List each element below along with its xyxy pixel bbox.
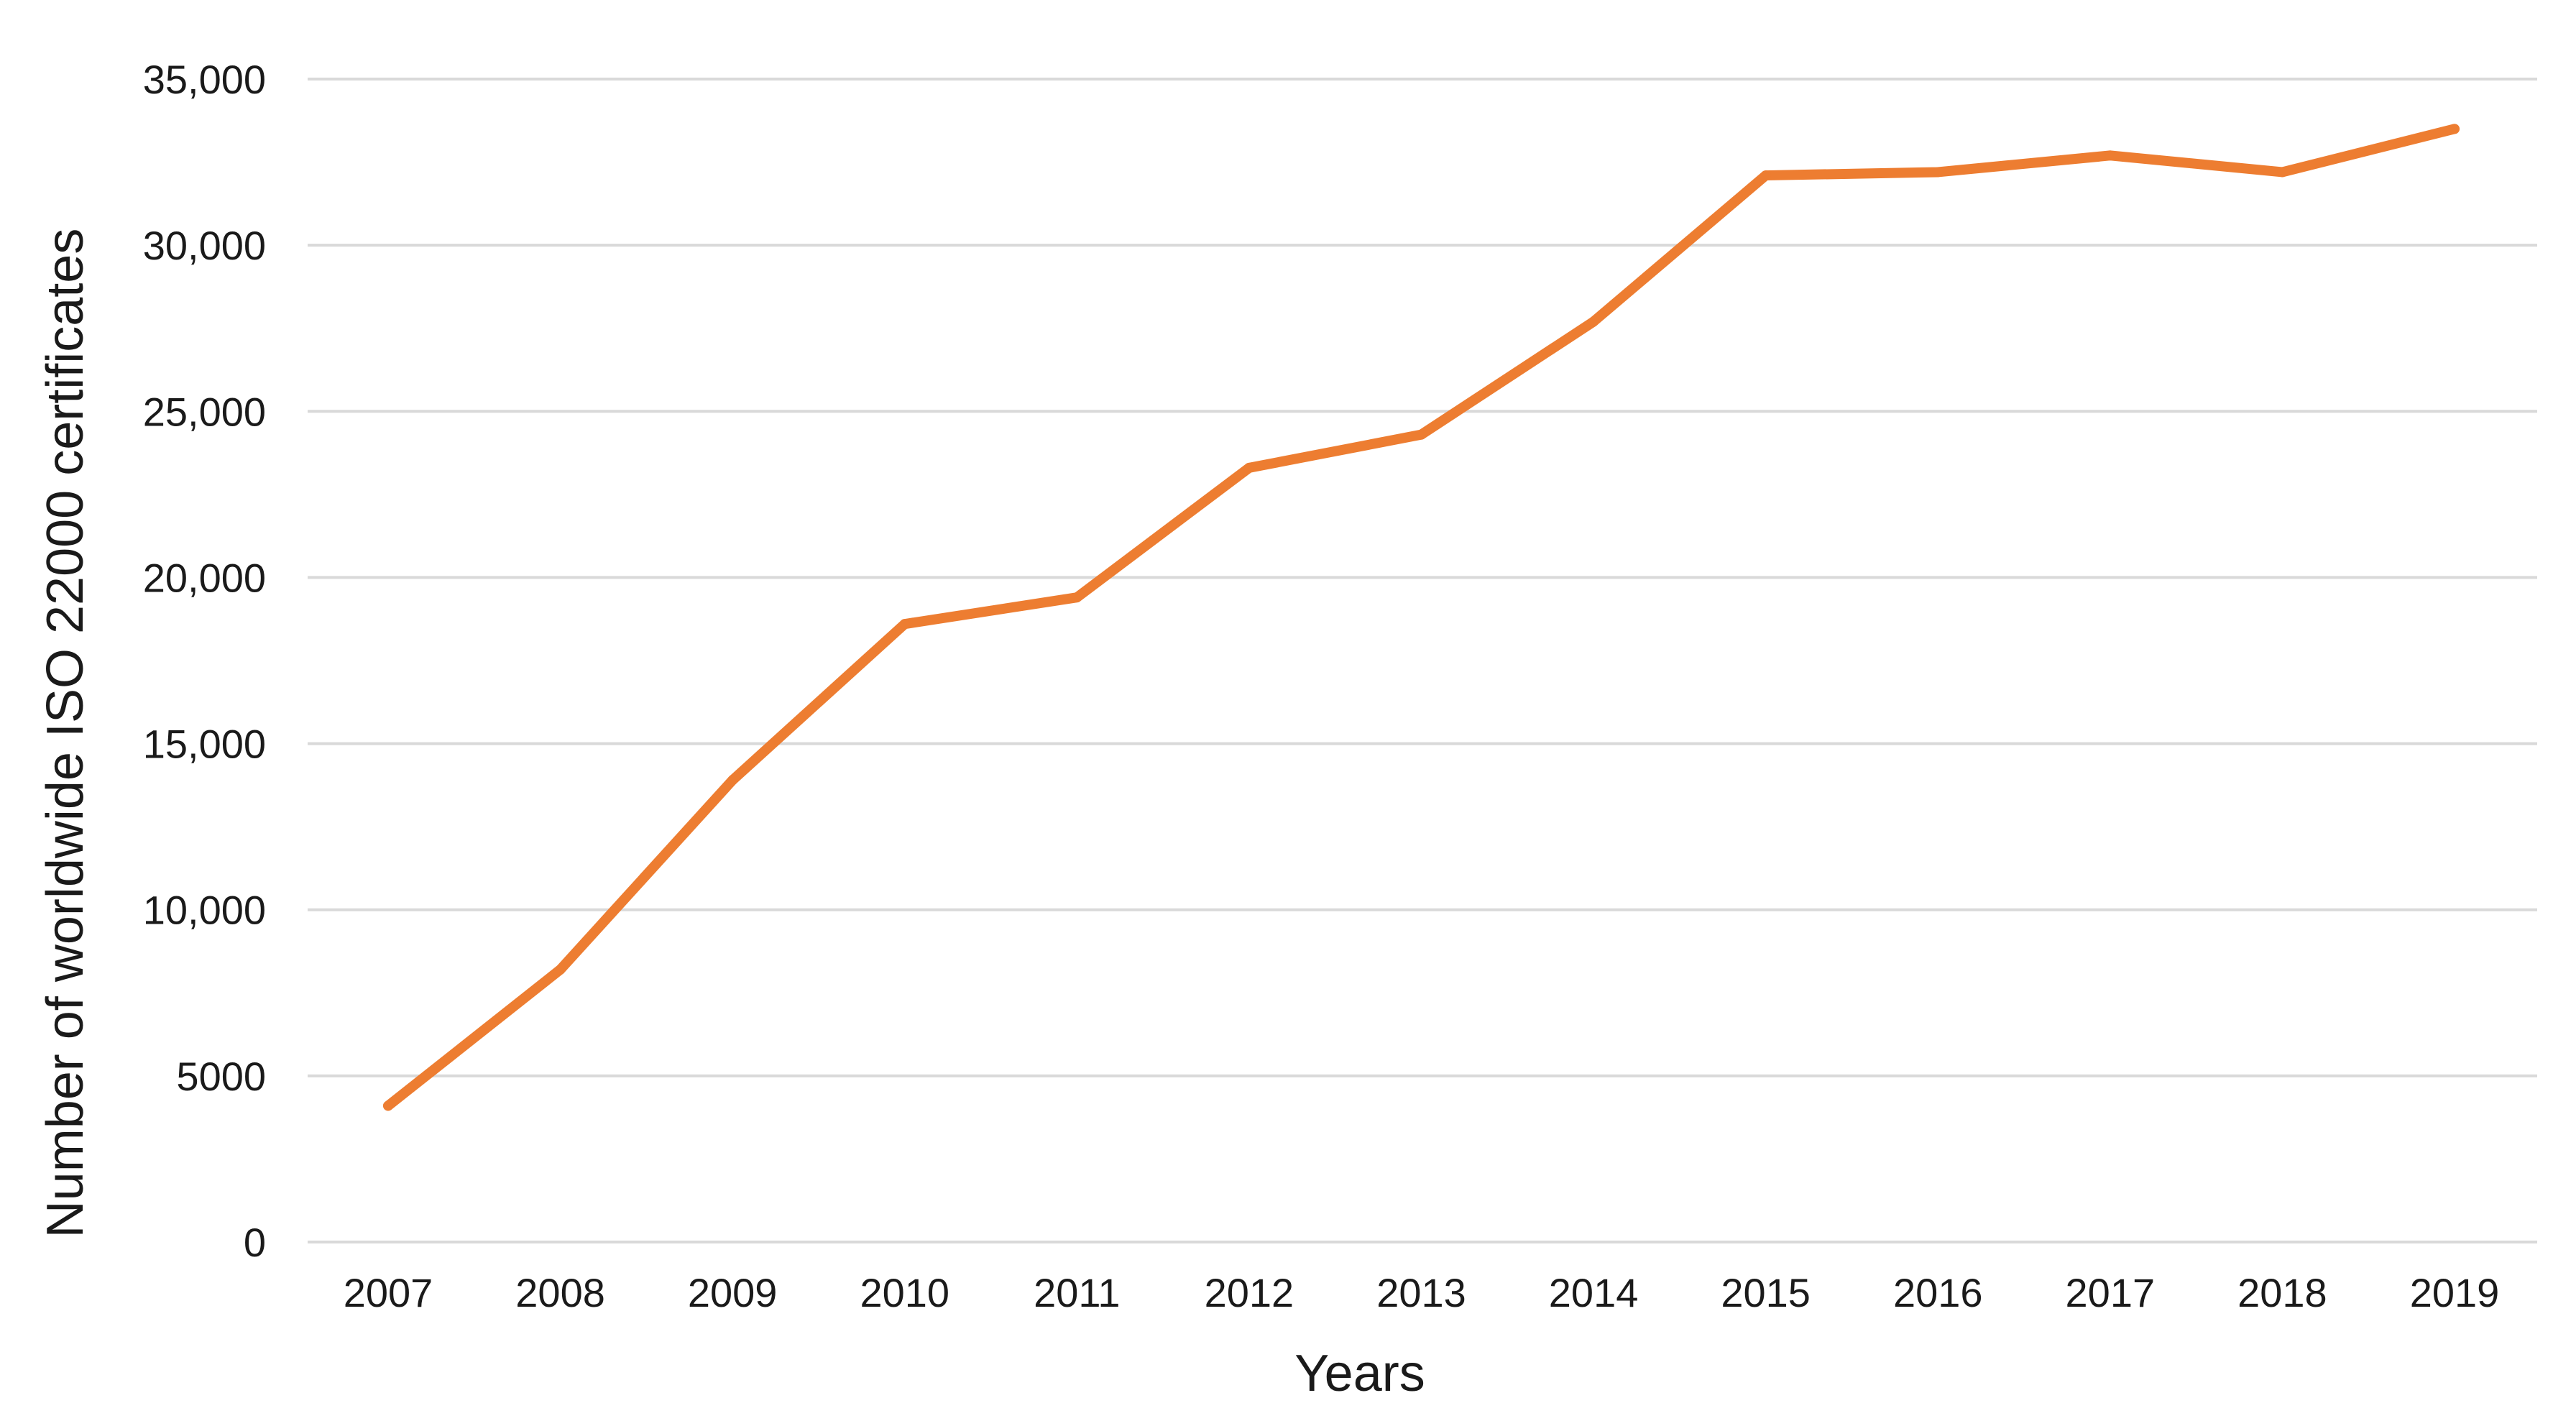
data-point-2018 xyxy=(2277,167,2288,178)
x-tick-label: 2014 xyxy=(1549,1270,1639,1315)
x-tick-label: 2016 xyxy=(1893,1270,1983,1315)
y-tick-label: 30,000 xyxy=(143,223,266,268)
x-tick-label: 2012 xyxy=(1205,1270,1294,1315)
x-tick-label: 2011 xyxy=(1034,1270,1120,1315)
series-line-0 xyxy=(383,124,2460,1111)
x-tick-label: 2007 xyxy=(344,1270,433,1315)
x-axis-title: Years xyxy=(1294,1345,1425,1402)
data-point-2013 xyxy=(1416,429,1427,440)
data-point-2008 xyxy=(555,964,566,975)
y-tick-label: 25,000 xyxy=(143,389,266,434)
x-tick-label: 2017 xyxy=(2066,1270,2156,1315)
data-point-2014 xyxy=(1588,316,1599,327)
y-axis-ticks: 0 5000 10,000 15,000 20,000 25,000 30,000 35,00… xyxy=(143,57,266,1265)
gridlines xyxy=(308,78,2537,1243)
y-tick-label: 5000 xyxy=(176,1054,266,1099)
x-tick-label: 2008 xyxy=(515,1270,605,1315)
x-tick-label: 2009 xyxy=(688,1270,778,1315)
y-axis-title: Number of worldwide ISO 22000 certificat… xyxy=(37,229,94,1238)
x-tick-label: 2018 xyxy=(2237,1270,2327,1315)
data-point-2016 xyxy=(1933,167,1944,178)
x-tick-label: 2015 xyxy=(1721,1270,1811,1315)
data-point-2010 xyxy=(899,619,910,630)
series-lines xyxy=(383,124,2460,1111)
x-axis-ticks: 2007 2008 2009 2010 2011 2012 2013 2014 2015 2016… xyxy=(344,1270,2500,1315)
data-point-2015 xyxy=(1760,170,1771,181)
data-point-2011 xyxy=(1072,592,1082,603)
y-tick-label: 15,000 xyxy=(143,722,266,767)
x-tick-label: 2010 xyxy=(860,1270,949,1315)
x-tick-label: 2013 xyxy=(1376,1270,1466,1315)
y-tick-label: 0 xyxy=(244,1220,266,1265)
y-tick-label: 10,000 xyxy=(143,888,266,933)
data-point-2009 xyxy=(727,775,738,786)
y-tick-label: 35,000 xyxy=(143,57,266,102)
data-point-2012 xyxy=(1243,462,1254,473)
data-point-2019 xyxy=(2450,124,2460,134)
y-tick-label: 20,000 xyxy=(143,555,266,600)
data-point-2007 xyxy=(383,1100,393,1111)
data-point-2017 xyxy=(2104,150,2115,161)
x-tick-label: 2019 xyxy=(2410,1270,2500,1315)
